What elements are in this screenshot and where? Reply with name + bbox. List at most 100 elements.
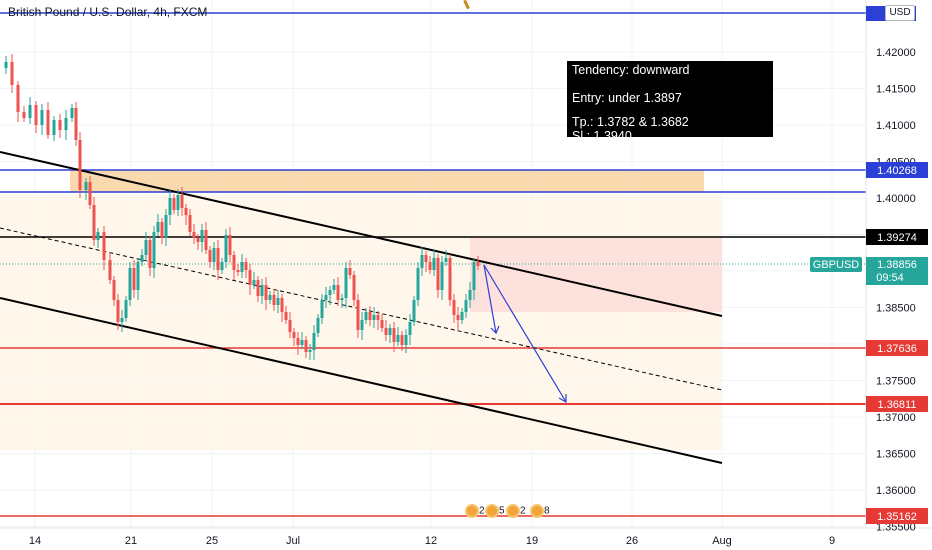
price-tick-label: 1.35500 <box>876 522 916 534</box>
candle-body-down <box>192 232 196 238</box>
candle-body-down <box>46 110 50 135</box>
candle-body-down <box>304 340 308 352</box>
candle-body-up <box>152 232 156 268</box>
candle-body-up <box>444 258 448 262</box>
candle-body-up <box>396 335 400 342</box>
candle-body-down <box>264 285 268 300</box>
badge-4 <box>866 508 928 524</box>
badge-4-text: 1.35162 <box>877 511 917 523</box>
candle-body-down <box>78 140 82 190</box>
event-marker-4[interactable]: 8 <box>530 504 550 524</box>
candle-body-down <box>392 328 396 342</box>
time-tick-label: 9 <box>829 535 835 547</box>
candle-body-down <box>448 258 452 300</box>
candle-body-up <box>440 262 444 290</box>
forecast-arrows[interactable] <box>483 264 567 404</box>
flag-icon <box>485 504 499 518</box>
candle-body-up <box>212 248 216 262</box>
candle-body-up <box>224 235 228 262</box>
candle-body-up <box>164 215 168 238</box>
time-tick-label: 12 <box>425 535 437 547</box>
candle-body-up <box>140 255 144 262</box>
candle-body-down <box>88 182 92 205</box>
candle-body-up <box>268 295 272 300</box>
candle-body-down <box>232 255 236 270</box>
candle-body-up <box>300 340 304 345</box>
candle-body-down <box>196 238 200 242</box>
candle-body-down <box>248 270 252 285</box>
candle-body-down <box>204 230 208 250</box>
candle-body-down <box>148 240 152 268</box>
candle-body-down <box>424 255 428 262</box>
candle-body-down <box>288 320 292 332</box>
candle-body-up <box>52 120 56 135</box>
candle-body-up <box>312 333 316 350</box>
candle-body-up <box>84 182 88 190</box>
flag-icon <box>465 504 479 518</box>
candle-body-up <box>136 262 140 290</box>
flag-icon <box>530 504 544 518</box>
candle-body-up <box>220 262 224 270</box>
price-axis[interactable]: 1.420001.415001.410001.405001.400001.395… <box>876 47 916 534</box>
time-tick-label: 25 <box>206 535 218 547</box>
sl-text: Sl.: 1.3940 <box>572 129 632 143</box>
candle-body-up <box>464 300 468 312</box>
current-price-text: 1.38856 <box>877 259 917 271</box>
candle-body-down <box>108 260 112 280</box>
candle-body-down <box>272 295 276 305</box>
candle-body-up <box>404 335 408 345</box>
candle-body-up <box>324 295 328 300</box>
candle-body-down <box>228 235 232 255</box>
time-tick-label: 19 <box>526 535 538 547</box>
channel-upper-line[interactable] <box>0 151 723 317</box>
candle-body-down <box>376 315 380 320</box>
candle-body-down <box>352 275 356 300</box>
time-tick-label: 21 <box>125 535 137 547</box>
time-tick-label: Aug <box>712 535 732 547</box>
candle-body-down <box>22 112 26 118</box>
candle-body-up <box>364 312 368 320</box>
candle-body-up <box>96 232 100 240</box>
price-tick-label: 1.41000 <box>876 120 916 132</box>
channel-lower-line[interactable] <box>0 297 723 464</box>
candle-body-down <box>132 268 136 290</box>
candle-body-down <box>356 300 360 330</box>
candle-body-down <box>102 232 106 260</box>
candle-body-up <box>176 195 180 210</box>
candle-body-down <box>368 312 372 320</box>
time-tick-label: Jul <box>286 535 300 547</box>
candle-body-up <box>308 350 312 352</box>
badge-3 <box>866 396 928 412</box>
price-tick-label: 1.36500 <box>876 449 916 461</box>
candle-body-up <box>408 322 412 335</box>
event-marker-1[interactable]: 2 <box>465 504 485 524</box>
candle-body-down <box>400 335 404 345</box>
candle-body-up <box>252 280 256 285</box>
arrow-long-head <box>558 394 567 404</box>
candle-body-up <box>460 312 464 320</box>
candle-body-up <box>4 62 8 68</box>
candlestick-series <box>4 54 480 360</box>
candle-body-down <box>16 85 20 112</box>
badge-2-text: 1.37636 <box>877 343 917 355</box>
tp-text: Tp.: 1.3782 & 1.3682 <box>572 115 689 129</box>
candle-body-down <box>236 270 240 272</box>
price-tick-label: 1.42000 <box>876 47 916 59</box>
candle-body-up <box>168 198 172 215</box>
candle-body-up <box>332 285 336 290</box>
candle-body-down <box>244 262 248 270</box>
flag-icon <box>506 504 520 518</box>
candle-body-down <box>112 280 116 300</box>
candle-body-up <box>468 290 472 300</box>
channel-mid-line[interactable] <box>0 227 723 391</box>
time-axis[interactable]: 14 21 25 Jul 12 19 26 Aug 9 <box>29 535 835 547</box>
currency-button[interactable]: USD <box>885 5 915 21</box>
event-marker-3[interactable]: 2 <box>506 504 526 524</box>
analysis-box: Tendency: downward Entry: under 1.3897 T… <box>567 61 773 143</box>
badge-3-text: 1.36811 <box>878 399 917 411</box>
symbol-badge <box>810 257 862 272</box>
event-marker-2[interactable]: 5 <box>485 504 505 524</box>
candle-body-up <box>200 230 204 242</box>
